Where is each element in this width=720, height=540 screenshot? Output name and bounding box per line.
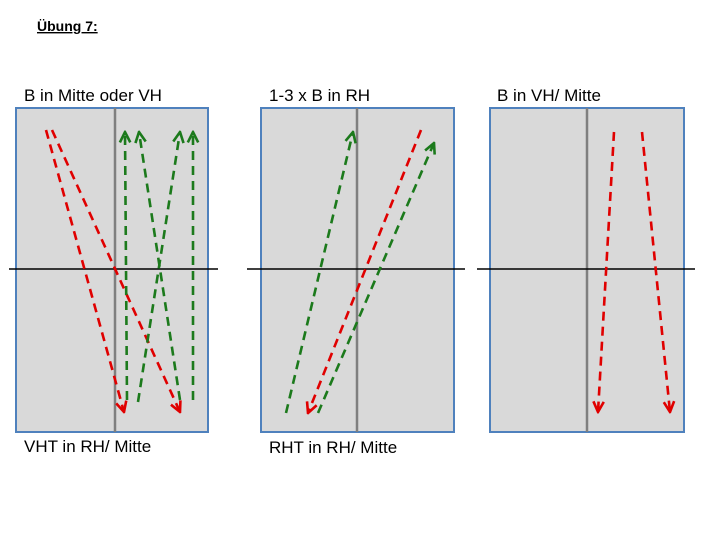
bottom-label: RHT in RH/ Mitte [269, 438, 397, 457]
pass-arrow [284, 132, 353, 414]
run-arrow [640, 131, 670, 412]
top-label: B in VH/ Mitte [497, 86, 601, 105]
panel: B in VH/ Mitte [477, 86, 695, 433]
top-label: 1-3 x B in RH [269, 86, 370, 105]
top-label: B in Mitte oder VH [24, 86, 162, 105]
pass-arrow [139, 132, 182, 401]
bottom-label: VHT in RH/ Mitte [24, 437, 151, 456]
panel: 1-3 x B in RH RHT in RH/ Mitte [247, 86, 465, 457]
run-arrow [44, 129, 124, 412]
run-arrow [50, 129, 180, 412]
pass-arrow [316, 143, 434, 414]
run-arrow [308, 129, 423, 413]
run-arrow [598, 131, 616, 412]
field [15, 107, 209, 433]
panel: B in Mitte oder VH VHT in RH/ Mitte [9, 86, 218, 456]
pass-arrow [136, 132, 180, 403]
slide-title: Übung 7: [37, 18, 98, 34]
